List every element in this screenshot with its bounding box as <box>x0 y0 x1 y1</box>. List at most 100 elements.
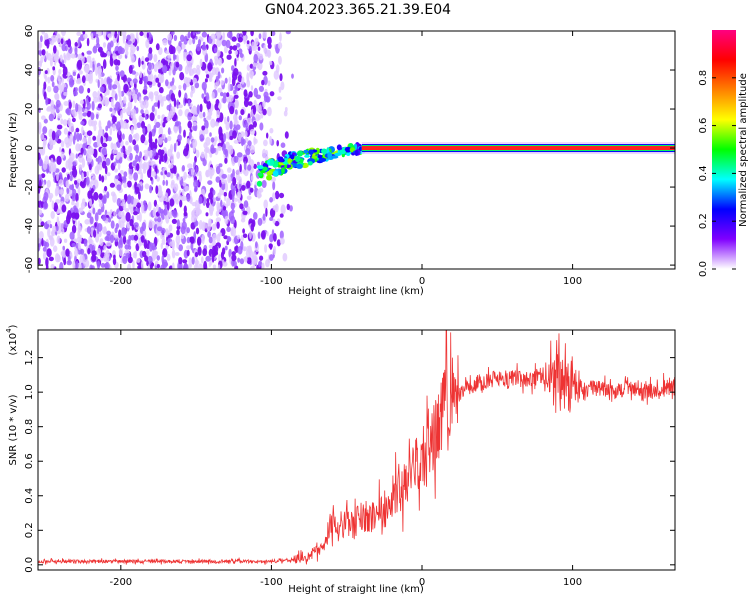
spectrogram-noise-cell <box>218 102 222 110</box>
spectrogram-noise-cell <box>148 219 154 229</box>
spectrogram-noise-cell <box>57 124 63 130</box>
spectrogram-noise-cell <box>206 115 212 121</box>
spectrogram-noise-cell <box>105 125 109 132</box>
spectrogram-noise-cell <box>100 135 104 145</box>
spectrogram-noise-cell <box>269 217 274 221</box>
spectrogram-noise-cell <box>136 45 140 52</box>
spectrogram-noise-cell <box>42 246 47 252</box>
spectrogram-noise-cell <box>49 237 55 247</box>
spectrogram-noise-cell <box>214 103 219 111</box>
spectrogram-noise-cell <box>166 253 171 261</box>
spectrogram-onset-cell <box>281 167 285 174</box>
spectrogram-noise-cell <box>225 121 230 131</box>
spectrogram-noise-cell <box>212 264 217 269</box>
spectrogram-noise-cell <box>100 77 104 87</box>
spectrogram-noise-cell <box>38 121 42 130</box>
spectrogram-noise-cell <box>233 155 239 163</box>
spectrogram-onset-cell <box>336 144 342 151</box>
spectrogram-noise-cell <box>166 230 171 236</box>
spectrogram-noise-cell <box>149 185 153 194</box>
spectrogram-noise-cell <box>53 245 58 252</box>
spectrogram-noise-cell <box>206 198 210 203</box>
spectrogram-noise-cell <box>91 120 95 127</box>
spectrogram-noise-cell <box>130 126 134 135</box>
spectrogram-noise-cell <box>107 78 113 84</box>
spectrogram-noise-cell <box>86 111 91 118</box>
spectrogram-noise-cell <box>80 147 84 154</box>
spectrogram-noise-cell <box>76 59 83 70</box>
spectrogram-noise-cell <box>249 45 252 52</box>
spectrogram-noise-cell <box>74 47 78 55</box>
spectrogram-noise-cell <box>110 98 114 108</box>
spectrogram-noise-cell <box>175 252 180 256</box>
spectrogram-noise-cell <box>156 176 160 182</box>
snr-x-label: Height of straight line (km) <box>288 584 424 595</box>
spectrogram-noise-cell <box>243 200 249 208</box>
spectrogram-noise-cell <box>74 42 78 47</box>
spectrogram-noise-cell <box>106 88 110 96</box>
spectrogram-onset-cell <box>338 149 346 155</box>
spectrogram-noise-cell <box>96 36 100 46</box>
spectrogram-noise-cell <box>46 38 50 49</box>
spectrogram-noise-cell <box>177 176 182 181</box>
spectrogram-noise-cell <box>155 121 161 128</box>
spectrogram-noise-cell <box>92 57 95 62</box>
spectrogram-noise-cell <box>162 39 168 46</box>
spectrogram-onset-cell <box>330 155 339 159</box>
spectrogram-noise-cell <box>104 262 110 269</box>
spectrogram-noise-cell <box>149 112 155 122</box>
spectrogram-noise-cell <box>278 192 285 199</box>
spectrogram-noise-cell <box>276 140 280 147</box>
spectrogram-noise-cell <box>150 176 153 181</box>
spectrogram-noise-cell <box>203 260 207 269</box>
spectrogram-noise-cell <box>62 119 68 126</box>
spectrogram-noise-cell <box>95 233 100 243</box>
spectrogram-noise-cell <box>220 199 223 208</box>
spectrogram-noise-cell <box>217 57 223 66</box>
spectrogram-noise-cell <box>258 104 262 114</box>
spectrogram-noise-cell <box>175 234 181 245</box>
spectrogram-noise-cell <box>229 31 233 40</box>
spectrogram-noise-cell <box>188 38 192 45</box>
spectrogram-noise-cell <box>126 180 132 188</box>
spectrogram-noise-cell <box>87 135 92 146</box>
spectrogram-noise-cell <box>80 99 84 105</box>
spectrogram-noise-cell <box>107 120 112 129</box>
spectrogram-noise-cell <box>170 106 176 116</box>
spectrogram-noise-cell <box>146 32 150 39</box>
spectrogram-noise-cell <box>53 85 59 94</box>
spectrogram-noise-cell <box>233 89 237 95</box>
spectrogram-noise-cell <box>224 45 228 54</box>
spectrogram-noise-cell <box>160 98 164 107</box>
spectrogram-noise-cell <box>232 176 237 186</box>
spectrogram-noise-cell <box>97 79 100 89</box>
spectrogram-noise-cell <box>193 179 199 189</box>
spectrogram-noise-cell <box>112 110 116 116</box>
spectrogram-noise-cell <box>269 91 275 97</box>
spectrogram-noise-cell <box>199 219 203 230</box>
spectrogram-noise-cell <box>254 181 258 186</box>
snr-y-axis: 0.0 0.2 0.4 0.6 0.8 1.0 1.2 <box>24 350 675 573</box>
spectrogram-noise-cell <box>246 256 252 265</box>
spectrogram-noise-cell <box>207 62 213 72</box>
spectrogram-noise-cell <box>140 134 146 144</box>
spectrogram-noise-cell <box>133 172 139 181</box>
spectrogram-noise-cell <box>225 141 230 149</box>
spectrogram-noise-cell <box>61 204 67 213</box>
spectrogram-noise-cell <box>101 142 108 148</box>
spectrogram-noise-cell <box>250 175 254 181</box>
spectrogram-noise-cell <box>92 63 95 73</box>
spectrogram-noise-cell <box>215 176 221 183</box>
spectrogram-noise-cell <box>195 260 200 265</box>
spectrogram-noise-cell <box>236 152 243 158</box>
spectrogram-noise-cell <box>183 205 187 214</box>
spectrogram-noise-cell <box>43 202 49 210</box>
spectrogram-noise-cell <box>68 189 73 197</box>
spectrogram-noise-cell <box>47 227 51 238</box>
spectrogram-noise-cell <box>167 33 173 41</box>
spectrogram-noise-cell <box>84 259 90 268</box>
spectrogram-noise-cell <box>151 262 155 267</box>
spectrogram-noise-cell <box>106 241 112 247</box>
spectrogram-noise-cell <box>184 65 189 75</box>
spectrogram-noise-cell <box>84 219 90 225</box>
